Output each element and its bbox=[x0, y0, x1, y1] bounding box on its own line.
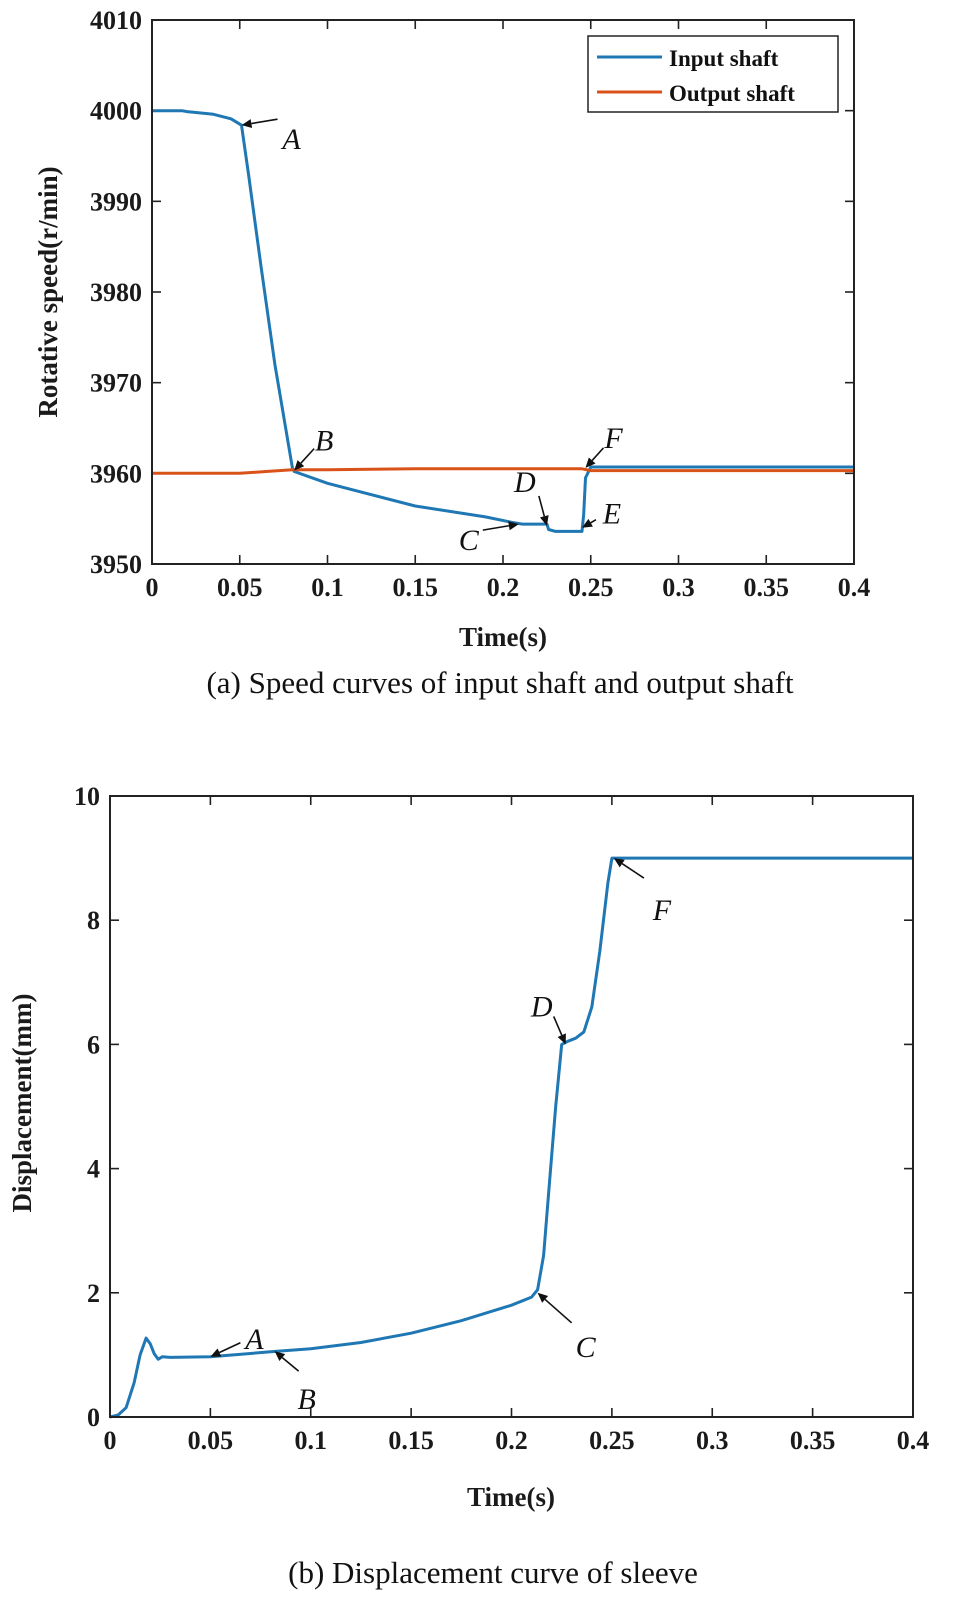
annotation-arrow-e bbox=[590, 519, 597, 524]
x-tick-label: 0.1 bbox=[311, 573, 344, 602]
x-tick-label: 0.15 bbox=[388, 1426, 434, 1455]
annotation-arrow-b bbox=[281, 1356, 300, 1372]
series-line-input-shaft bbox=[152, 109, 854, 533]
panel-a-speed-chart: 0 0.05 0.1 0.15 0.2 0.25 0.3 0.35 0.4 3950 3960 397… bbox=[33, 6, 870, 700]
annotation-arrow-b bbox=[300, 448, 315, 464]
annotation-arrowhead-f bbox=[585, 457, 596, 468]
x-tick-label: 0.3 bbox=[696, 1426, 729, 1455]
panel-b-axes-frame bbox=[109, 795, 914, 1418]
x-tick-label: 0.25 bbox=[589, 1426, 635, 1455]
legend-label-input-shaft: Input shaft bbox=[669, 46, 779, 71]
y-tick-label: 8 bbox=[87, 906, 100, 935]
x-tick-label: 0.25 bbox=[568, 573, 614, 602]
y-tick-label: 3990 bbox=[90, 187, 142, 216]
annotation-label-c: C bbox=[459, 524, 480, 557]
annotation-arrowhead-b bbox=[294, 460, 305, 471]
x-tick-label: 0 bbox=[146, 573, 159, 602]
annotation-arrowhead-d bbox=[539, 515, 549, 526]
x-tick-label: 0.05 bbox=[188, 1426, 234, 1455]
annotation-arrowhead-a bbox=[210, 1348, 222, 1357]
y-tick-label: 3950 bbox=[90, 550, 142, 579]
annotation-arrowhead-b bbox=[274, 1351, 286, 1362]
annotation-arrowhead-c bbox=[537, 1292, 549, 1303]
annotation-label-b: B bbox=[297, 1383, 315, 1416]
annotation-arrow-a bbox=[219, 1342, 241, 1354]
x-tick-label: 0.35 bbox=[744, 573, 790, 602]
annotation-arrowhead-d bbox=[557, 1033, 566, 1045]
panel-a-y-axis-label: Rotative speed(r/min) bbox=[33, 166, 63, 417]
panel-b-plot-background bbox=[110, 796, 913, 1417]
y-tick-label: 3970 bbox=[90, 369, 142, 398]
panel-b-displacement-chart: 0 0.05 0.1 0.15 0.2 0.25 0.3 0.35 0.4 0 2 4 6 8 10 AB C… bbox=[7, 782, 929, 1590]
annotation-arrowhead-c bbox=[508, 521, 519, 531]
panel-b-x-axis-label: Time(s) bbox=[467, 1482, 555, 1512]
annotation-arrow-d bbox=[552, 1016, 563, 1036]
y-tick-label: 3960 bbox=[90, 459, 142, 488]
x-tick-label: 0.1 bbox=[295, 1426, 328, 1455]
annotation-label-a: A bbox=[243, 1323, 264, 1356]
annotation-arrow-f bbox=[621, 862, 645, 879]
panel-b-y-axis-label: Displacement(mm) bbox=[7, 994, 37, 1213]
x-tick-label: 0 bbox=[104, 1426, 117, 1455]
annotation-label-f: F bbox=[603, 422, 623, 455]
panel-a-caption: (a) Speed curves of input shaft and outp… bbox=[206, 665, 794, 700]
series-line-displacement bbox=[109, 856, 913, 1419]
annotation-label-d: D bbox=[513, 466, 536, 499]
annotation-label-f: F bbox=[652, 894, 672, 927]
annotation-label-c: C bbox=[576, 1331, 597, 1364]
y-tick-label: 3980 bbox=[90, 278, 142, 307]
series-line-output-shaft bbox=[152, 467, 854, 475]
legend-label-output-shaft: Output shaft bbox=[669, 81, 795, 106]
x-tick-label: 0.35 bbox=[790, 1426, 836, 1455]
y-tick-label: 4 bbox=[87, 1155, 100, 1184]
annotation-arrow-c bbox=[544, 1298, 573, 1324]
annotation-label-b: B bbox=[315, 425, 333, 458]
annotation-label-d: D bbox=[530, 990, 553, 1023]
y-tick-label: 10 bbox=[74, 782, 100, 811]
panel-a-x-axis-label: Time(s) bbox=[459, 622, 547, 652]
legend-box bbox=[587, 35, 839, 113]
annotation-arrow-f bbox=[591, 447, 605, 461]
x-tick-label: 0.3 bbox=[662, 573, 695, 602]
x-tick-label: 0.2 bbox=[487, 573, 520, 602]
annotation-label-a: A bbox=[280, 123, 301, 156]
y-tick-label: 2 bbox=[87, 1279, 100, 1308]
x-tick-label: 0.2 bbox=[495, 1426, 528, 1455]
annotation-label-e: E bbox=[602, 498, 621, 531]
annotation-arrowhead-a bbox=[241, 119, 253, 128]
x-tick-label: 0.15 bbox=[393, 573, 439, 602]
annotation-arrow-c bbox=[482, 524, 510, 531]
annotation-arrow-a bbox=[251, 118, 278, 125]
y-tick-label: 0 bbox=[87, 1403, 100, 1432]
x-tick-label: 0.4 bbox=[838, 573, 871, 602]
panel-a-axes-frame bbox=[151, 19, 855, 565]
y-tick-label: 6 bbox=[87, 1030, 100, 1059]
x-tick-label: 0.05 bbox=[217, 573, 263, 602]
annotation-arrowhead-e bbox=[581, 518, 593, 528]
panel-a-legend: Input shaft Output shaft bbox=[587, 35, 839, 113]
y-tick-label: 4000 bbox=[90, 97, 142, 126]
annotation-arrow-d bbox=[538, 495, 546, 517]
annotation-arrowhead-f bbox=[613, 858, 625, 868]
x-tick-label: 0.4 bbox=[897, 1426, 930, 1455]
panel-b-caption: (b) Displacement curve of sleeve bbox=[288, 1555, 698, 1590]
y-tick-label: 4010 bbox=[90, 6, 142, 35]
